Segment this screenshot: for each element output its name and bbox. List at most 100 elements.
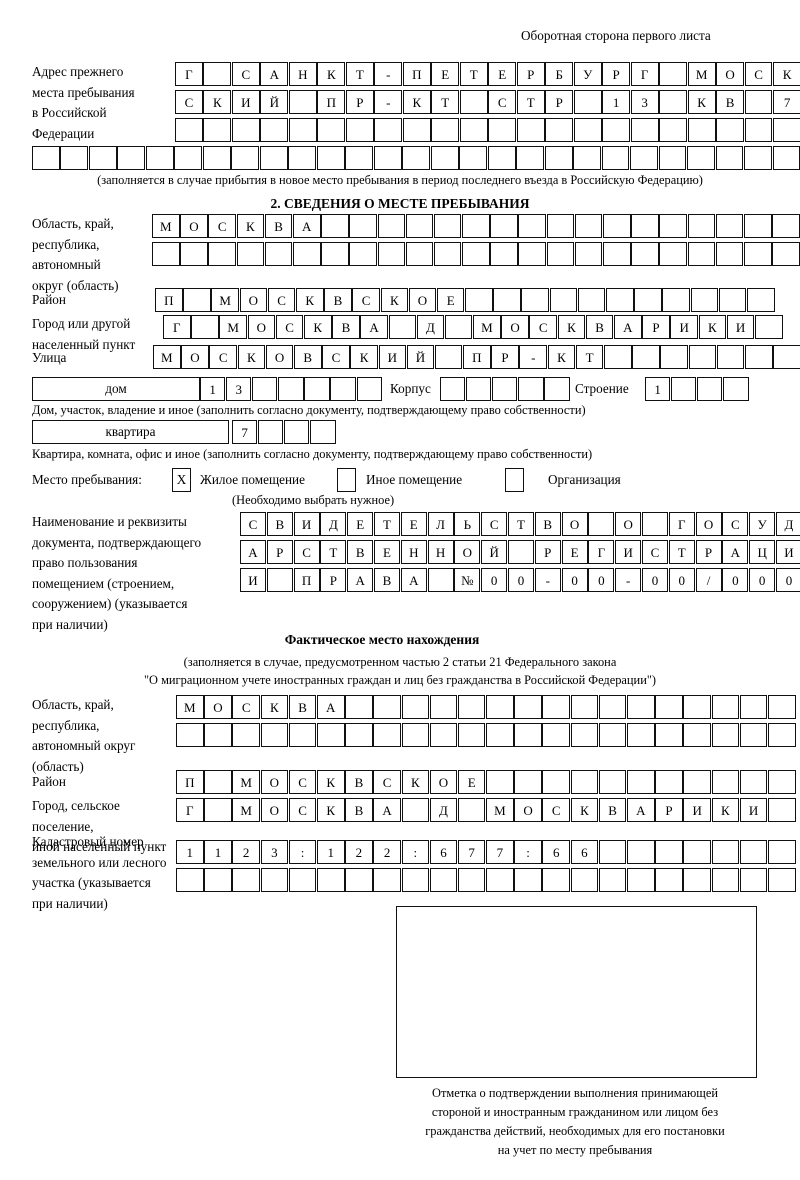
char-cell[interactable]: А	[360, 315, 388, 339]
char-cell[interactable]	[493, 288, 521, 312]
char-cell[interactable]	[266, 568, 293, 592]
char-cell[interactable]	[321, 214, 349, 238]
char-cell[interactable]: Б	[545, 62, 574, 86]
char-cell[interactable]	[444, 315, 473, 339]
char-cell[interactable]: 7	[773, 90, 800, 114]
char-cell[interactable]: В	[332, 315, 360, 339]
stroenie-cells[interactable]: 1	[645, 377, 749, 401]
char-cell[interactable]: М	[486, 798, 514, 822]
char-cell[interactable]: 0	[749, 568, 776, 592]
char-cell[interactable]	[345, 868, 373, 892]
char-cell[interactable]	[542, 868, 571, 892]
flat-cells[interactable]: 7	[232, 420, 336, 444]
char-cell[interactable]	[488, 118, 517, 142]
char-cell[interactable]: К	[402, 90, 431, 114]
char-cell[interactable]	[487, 146, 516, 170]
char-cell[interactable]: К	[401, 770, 430, 794]
char-cell[interactable]	[203, 62, 232, 86]
char-cell[interactable]: Г	[630, 62, 659, 86]
char-cell[interactable]: -	[519, 345, 548, 369]
char-cell[interactable]: Г	[175, 62, 203, 86]
char-cell[interactable]	[601, 146, 630, 170]
char-cell[interactable]: А	[347, 568, 374, 592]
char-cell[interactable]	[32, 146, 60, 170]
char-cell[interactable]	[773, 118, 800, 142]
char-cell[interactable]: 3	[226, 377, 252, 401]
char-cell[interactable]: С	[722, 512, 749, 536]
char-cell[interactable]	[658, 146, 687, 170]
char-cell[interactable]	[630, 146, 658, 170]
char-cell[interactable]	[260, 118, 289, 142]
char-cell[interactable]	[490, 214, 518, 238]
char-cell[interactable]	[772, 242, 800, 266]
char-cell[interactable]	[183, 288, 211, 312]
char-cell[interactable]	[429, 868, 458, 892]
confirmation-stamp-area[interactable]	[396, 906, 757, 1078]
char-cell[interactable]	[345, 118, 374, 142]
char-cell[interactable]	[401, 868, 430, 892]
char-cell[interactable]: О	[260, 798, 289, 822]
char-cell[interactable]	[440, 377, 466, 401]
char-cell[interactable]: Т	[459, 62, 488, 86]
stay-type-residential-checkbox[interactable]: Х	[172, 468, 191, 492]
char-cell[interactable]: С	[288, 770, 317, 794]
char-cell[interactable]: С	[275, 315, 304, 339]
char-cell[interactable]	[330, 377, 356, 401]
char-cell[interactable]	[486, 770, 514, 794]
char-cell[interactable]	[401, 723, 430, 747]
char-cell[interactable]: В	[293, 345, 322, 369]
char-cell[interactable]	[465, 288, 493, 312]
char-cell[interactable]	[711, 695, 740, 719]
char-cell[interactable]: А	[373, 798, 401, 822]
char-cell[interactable]: С	[744, 62, 773, 86]
char-cell[interactable]: О	[429, 770, 458, 794]
char-cell[interactable]	[687, 118, 716, 142]
char-cell[interactable]	[711, 770, 740, 794]
char-cell[interactable]	[602, 118, 631, 142]
char-cell[interactable]: Е	[436, 288, 465, 312]
char-cell[interactable]: О	[247, 315, 276, 339]
char-cell[interactable]	[310, 420, 336, 444]
char-cell[interactable]	[316, 723, 345, 747]
char-cell[interactable]	[767, 723, 796, 747]
char-cell[interactable]: К	[350, 345, 378, 369]
char-cell[interactable]	[208, 242, 236, 266]
char-cell[interactable]: Д	[429, 798, 458, 822]
char-cell[interactable]	[459, 146, 488, 170]
char-cell[interactable]	[716, 118, 744, 142]
char-cell[interactable]: 1	[602, 90, 631, 114]
char-cell[interactable]: К	[698, 315, 727, 339]
char-cell[interactable]: :	[288, 840, 317, 864]
char-cell[interactable]: К	[570, 798, 599, 822]
char-cell[interactable]: Т	[320, 540, 347, 564]
char-cell[interactable]: В	[266, 512, 293, 536]
char-cell[interactable]	[544, 146, 573, 170]
char-cell[interactable]	[402, 146, 431, 170]
char-cell[interactable]: С	[293, 540, 320, 564]
char-cell[interactable]	[518, 214, 547, 238]
char-cell[interactable]: С	[542, 798, 571, 822]
char-cell[interactable]	[430, 146, 459, 170]
char-cell[interactable]: К	[295, 288, 324, 312]
char-cell[interactable]: 0	[775, 568, 800, 592]
stay-type-organization-checkbox[interactable]	[505, 468, 524, 492]
char-cell[interactable]	[259, 146, 288, 170]
char-cell[interactable]: Н	[427, 540, 454, 564]
char-cell[interactable]: Ь	[454, 512, 481, 536]
char-cell[interactable]	[598, 695, 627, 719]
char-cell[interactable]	[288, 868, 317, 892]
char-cell[interactable]	[754, 315, 783, 339]
char-cell[interactable]: Е	[488, 62, 517, 86]
char-cell[interactable]: Р	[695, 540, 722, 564]
char-cell[interactable]: И	[293, 512, 320, 536]
char-cell[interactable]	[317, 118, 346, 142]
char-cell[interactable]	[573, 118, 602, 142]
char-cell[interactable]	[258, 420, 284, 444]
char-cell[interactable]	[627, 840, 655, 864]
char-cell[interactable]: С	[231, 62, 260, 86]
char-cell[interactable]: М	[152, 214, 180, 238]
char-cell[interactable]	[466, 377, 492, 401]
